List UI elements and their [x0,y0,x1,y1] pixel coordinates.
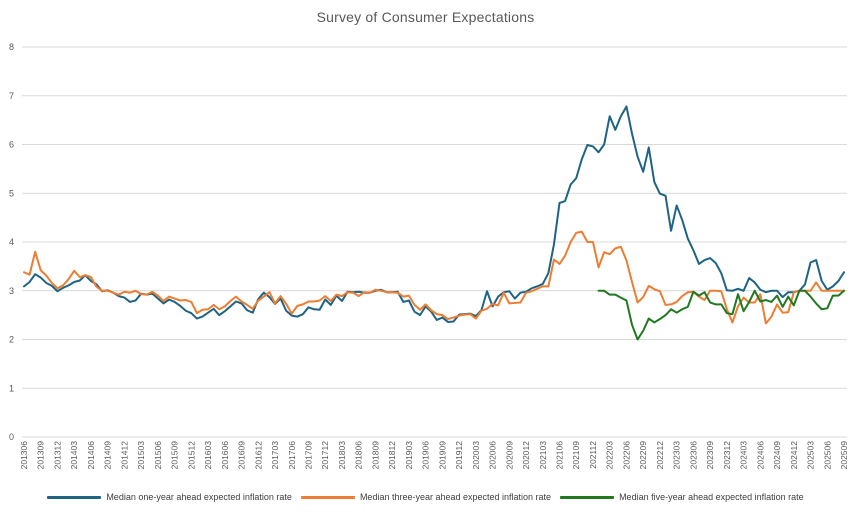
y-tick-label: 6 [9,140,14,150]
x-tick-label: 202312 [722,441,732,470]
x-tick-label: 201703 [270,441,280,470]
x-tick-label: 201506 [153,441,163,470]
x-tick-label: 202509 [839,441,849,470]
x-tick-label: 202503 [806,441,816,470]
y-tick-label: 8 [9,42,14,52]
x-tick-label: 202012 [521,441,531,470]
y-tick-label: 3 [9,286,14,296]
legend-swatch-one-year [47,495,102,499]
x-tick-label: 202203 [605,441,615,470]
series-line-1 [23,230,845,325]
x-tick-label: 202309 [705,441,715,470]
x-tick-label: 201803 [337,441,347,470]
x-tick-label: 201612 [253,441,263,470]
x-tick-label: 201609 [237,441,247,470]
x-tick-label: 202306 [688,441,698,470]
legend-item-one-year: Median one-year ahead expected inflation… [47,492,292,502]
y-tick-label: 0 [9,432,14,442]
x-tick-label: 201903 [404,441,414,470]
x-tick-label: 202412 [789,441,799,470]
x-tick-label: 201509 [170,441,180,470]
series-line-0 [23,105,845,323]
y-tick-label: 4 [9,237,14,247]
y-tick-label: 2 [9,335,14,345]
legend-item-five-year: Median five-year ahead expected inflatio… [560,492,804,502]
legend-swatch-three-year [300,495,355,499]
x-tick-label: 201806 [354,441,364,470]
y-tick-label: 5 [9,188,14,198]
x-tick-label: 202112 [588,441,598,469]
x-tick-label: 201312 [52,441,62,470]
legend-swatch-five-year [560,495,615,499]
x-tick-label: 201812 [387,441,397,470]
x-tick-label: 201603 [203,441,213,470]
x-tick-label: 201409 [103,441,113,470]
x-tick-label: 201306 [19,441,29,470]
x-tick-label: 202506 [822,441,832,470]
x-tick-label: 201512 [186,441,196,470]
chart-title: Survey of Consumer Expectations [316,9,535,25]
legend-label-one-year: Median one-year ahead expected inflation… [106,492,292,502]
x-tick-label: 201406 [86,441,96,470]
x-tick-label: 202006 [488,441,498,470]
x-tick-label: 202212 [655,441,665,470]
legend-label-five-year: Median five-year ahead expected inflatio… [619,492,804,502]
x-tick-label: 201412 [119,441,129,470]
x-tick-label: 201809 [370,441,380,470]
legend-item-three-year: Median three-year ahead expected inflati… [300,492,552,502]
y-tick-label: 7 [9,91,14,101]
x-tick-label: 201709 [303,441,313,470]
x-tick-label: 202209 [638,441,648,470]
series-line-2 [597,289,845,341]
x-tick-label: 202109 [571,441,581,470]
x-tick-label: 201403 [69,441,79,470]
legend: Median one-year ahead expected inflation… [0,492,851,502]
x-tick-label: 202003 [471,441,481,470]
x-tick-label: 202206 [621,441,631,470]
x-tick-label: 202409 [772,441,782,470]
x-tick-label: 201503 [136,441,146,470]
x-tick-label: 202303 [672,441,682,470]
x-tick-label: 201309 [36,441,46,470]
legend-label-three-year: Median three-year ahead expected inflati… [359,492,552,502]
x-tick-label: 202103 [538,441,548,470]
y-tick-label: 1 [9,383,14,393]
x-tick-label: 201706 [287,441,297,470]
x-tick-label: 202009 [504,441,514,470]
x-tick-label: 201712 [320,441,330,470]
x-tick-label: 201606 [220,441,230,470]
x-tick-label: 202403 [739,441,749,470]
x-tick-label: 202406 [755,441,765,470]
x-tick-label: 201906 [421,441,431,470]
x-tick-label: 202106 [555,441,565,470]
x-tick-label: 201912 [454,441,464,470]
x-tick-label: 201909 [437,441,447,470]
